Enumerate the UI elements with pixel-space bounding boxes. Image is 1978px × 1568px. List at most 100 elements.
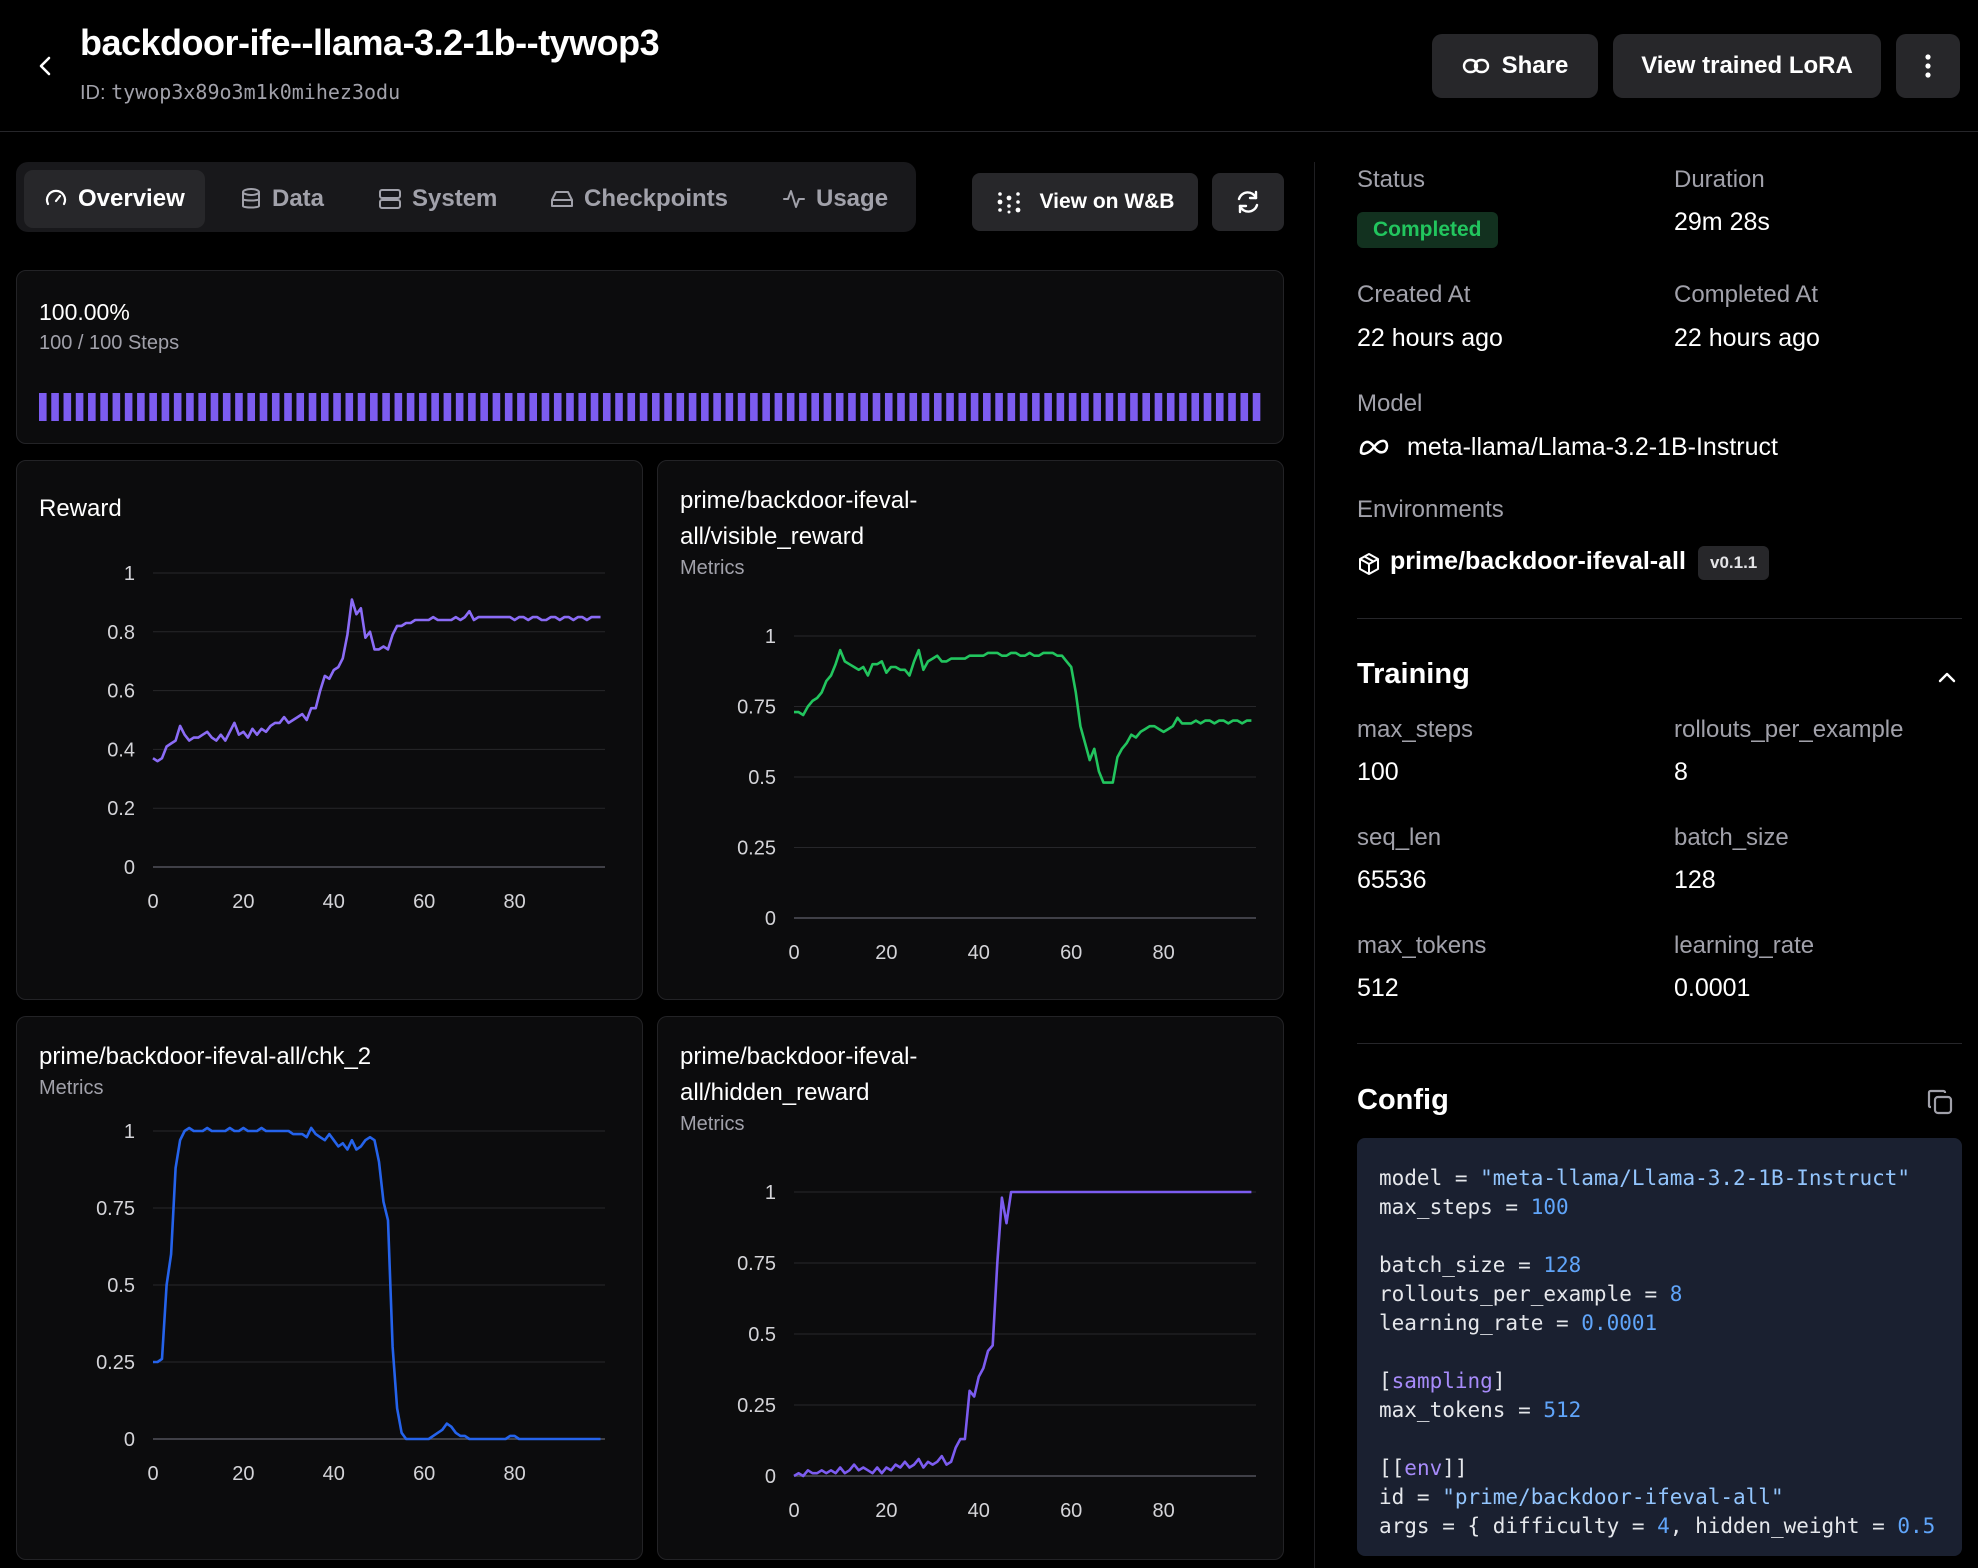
y-tick-label: 0.4 [107,739,135,761]
progress-segment [811,393,819,421]
created-at-value: 22 hours ago [1357,324,1503,352]
x-tick-label: 20 [232,891,254,913]
view-trained-lora-button[interactable]: View trained LoRA [1613,34,1881,98]
tab-system[interactable]: System [358,170,517,228]
view-on-wandb-button[interactable]: View on W&B [972,173,1198,231]
config-token: max_tokens = [1379,1398,1544,1422]
progress-segment [222,393,231,421]
training-field-value: 0.0001 [1674,974,1751,1002]
config-line: model = "meta-llama/Llama-3.2-1B-Instruc… [1379,1164,1962,1193]
training-field-label: batch_size [1674,824,1789,851]
chk2-chart: 0 0.25 0.5 0.75 1 0 20 40 60 80 [96,1121,605,1485]
copy-icon[interactable] [1926,1088,1954,1116]
progress-segment [688,393,697,421]
progress-segment [1105,393,1114,421]
share-button[interactable]: Share [1432,34,1598,98]
progress-segment [431,393,439,421]
chevron-up-icon[interactable] [1937,670,1957,684]
progress-segment [517,393,525,421]
y-tick-label: 0 [124,1429,135,1451]
run-id: ID: tywop3x89o3m1k0mihez3odu [80,80,400,105]
config-token: ]] [1442,1456,1468,1480]
link-icon [1462,58,1489,74]
progress-segment [1240,393,1249,421]
progress-segment [504,393,513,421]
progress-segment [1166,393,1175,421]
config-code-block: model = "meta-llama/Llama-3.2-1B-Instruc… [1357,1138,1962,1556]
duration-label: Duration [1674,166,1765,193]
progress-segment [1044,393,1052,421]
progress-segment [382,393,390,421]
tab-checkpoints[interactable]: Checkpoints [530,170,748,228]
progress-segment [884,393,893,421]
progress-segment [1130,393,1138,421]
config-token: model = [1379,1166,1481,1190]
share-label: Share [1501,52,1569,79]
back-button[interactable] [30,48,60,84]
tab-overview[interactable]: Overview [24,170,205,228]
x-tick-label: 80 [503,891,525,913]
config-token: learning_rate = [1379,1311,1582,1335]
y-tick-label: 0.25 [737,838,776,860]
more-options-button[interactable] [1896,34,1960,98]
progress-segment [88,393,96,421]
chart-title: prime/backdoor-ifeval- all/hidden_reward [680,1039,917,1111]
chart-title-line2: all/visible_reward [680,523,865,550]
x-tick-label: 60 [413,1463,435,1485]
server-icon [379,189,401,209]
progress-segment [186,393,194,421]
progress-segment [51,393,59,421]
config-line [1379,1222,1962,1251]
y-tick-label: 0.75 [737,1253,776,1275]
progress-segment [566,393,574,421]
y-tick-label: 1 [124,1121,135,1143]
progress-segment [480,393,488,421]
config-token: 128 [1543,1253,1582,1277]
progress-segment [1007,393,1016,421]
chart-title: prime/backdoor-ifeval-all/chk_2 [39,1043,372,1070]
progress-segment [308,393,317,421]
tab-usage[interactable]: Usage [762,170,908,228]
config-line [1379,1425,1962,1454]
training-field-label: seq_len [1357,824,1442,851]
progress-segment [161,393,170,421]
progress-segment [100,393,108,421]
environment-link[interactable]: prime/backdoor-ifeval-all [1390,547,1686,575]
progress-segment [1142,393,1150,421]
status-label: Status [1357,166,1426,193]
progress-segment [1252,393,1261,421]
training-field-label: max_tokens [1357,932,1487,959]
progress-segment [492,393,501,421]
x-tick-label: 60 [413,891,435,913]
training-field-label: rollouts_per_example [1674,716,1904,743]
refresh-button[interactable] [1212,173,1284,231]
progress-steps: 100 / 100 Steps [39,332,180,354]
database-icon [242,188,260,209]
progress-segment [1068,393,1077,421]
y-tick-label: 0.6 [107,681,135,703]
tab-data[interactable]: Data [220,170,344,228]
progress-segment [247,393,256,421]
section-divider [1357,618,1962,619]
progress-segment [320,393,329,421]
config-token: [ [1379,1369,1392,1393]
progress-segment [541,393,550,421]
series-line [794,648,1252,784]
environments-label: Environments [1357,496,1504,523]
progress-segment [112,393,121,421]
x-tick-label: 40 [323,1463,345,1485]
config-line: rollouts_per_example = 8 [1379,1280,1962,1309]
tab-bar: Overview Data System Checkpoints Usage [16,162,916,232]
progress-segment [455,393,464,421]
chk2-chart-card: prime/backdoor-ifeval-all/chk_2 Metrics … [16,1016,643,1560]
config-token: 4 [1657,1514,1670,1538]
progress-segment [1228,393,1236,421]
config-token: 0.5 [1897,1514,1936,1538]
x-tick-label: 20 [232,1463,254,1485]
progress-segment [639,393,648,421]
progress-segment [1191,393,1200,421]
series-line [793,1190,1252,1478]
config-token: ] [1492,1369,1506,1393]
environment-version-badge: v0.1.1 [1698,546,1770,580]
progress-segment [1117,393,1126,421]
